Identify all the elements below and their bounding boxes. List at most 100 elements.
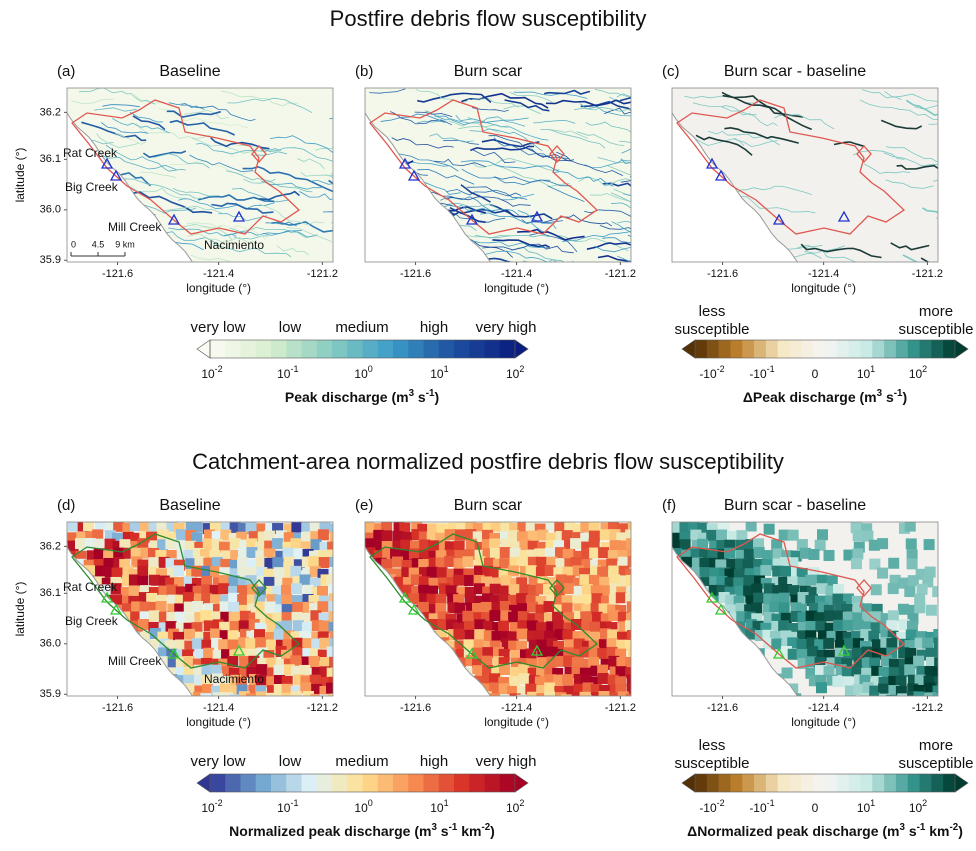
catchment — [149, 575, 160, 586]
tick-base: 10 — [277, 367, 291, 381]
y-axis-label: latitude (°) — [13, 148, 27, 203]
map-body — [363, 520, 639, 721]
colorbar-step — [860, 340, 872, 358]
colorbar-tick-label: 102 — [909, 798, 927, 815]
catchment — [265, 601, 276, 612]
map-body — [363, 88, 711, 287]
colorbar-step — [363, 340, 379, 358]
colorbar-step — [778, 774, 790, 792]
catchment — [628, 647, 639, 658]
colorbar-step — [920, 774, 932, 792]
catchment — [329, 557, 340, 568]
colorbar-step — [317, 774, 333, 792]
lon-tick-label: -121.6 — [707, 268, 738, 280]
colorbar-step — [317, 340, 333, 358]
lat-tick-label: 36.0 — [40, 638, 61, 650]
label-part: s — [905, 823, 917, 839]
catchment — [173, 565, 184, 576]
catchment — [329, 583, 340, 594]
panel-title: Burn scar — [454, 497, 523, 514]
colorbar-tick-label: 102 — [506, 798, 524, 815]
colorbar-step — [469, 774, 485, 792]
catchment — [210, 628, 221, 639]
catchment — [626, 538, 637, 549]
colorbar-step — [439, 774, 455, 792]
tick-exp: -2 — [215, 364, 223, 374]
colorbar-step — [943, 340, 955, 358]
catchment — [869, 692, 880, 703]
tick-exp: 2 — [519, 798, 524, 808]
catchment — [256, 691, 267, 702]
colorbar-step — [439, 340, 455, 358]
catchment — [535, 630, 546, 641]
colorbar-step — [742, 340, 754, 358]
colorbar-step — [849, 340, 861, 358]
colorbar-step — [719, 340, 731, 358]
catchment — [490, 584, 501, 595]
tick-exp: 2 — [922, 364, 927, 374]
catchment — [527, 620, 538, 631]
catchment — [498, 621, 509, 632]
colorbar-step — [931, 774, 943, 792]
colorbar-step — [837, 340, 849, 358]
colorbar-category: low — [279, 319, 302, 336]
tick-base: 10 — [277, 801, 291, 815]
catchment — [562, 674, 573, 685]
catchment — [877, 538, 888, 549]
catchment — [779, 603, 790, 614]
catchment — [299, 665, 310, 676]
tick-base: 10 — [201, 367, 215, 381]
tick-base: 10 — [506, 801, 520, 815]
colorbar-step — [931, 340, 943, 358]
label-part: s — [882, 389, 894, 405]
tick-base: 10 — [430, 801, 444, 815]
catchment — [760, 565, 771, 576]
colorbar-tick-label: 10-2 — [201, 798, 222, 815]
catchment — [427, 567, 438, 578]
catchment — [807, 646, 818, 657]
colorbar-step — [943, 774, 955, 792]
colorbar-step — [347, 774, 363, 792]
tick-exp: 1 — [444, 364, 449, 374]
place-label: Nacimiento — [204, 672, 264, 686]
colorbar-tick-label: 10-1 — [277, 798, 298, 815]
colorbar-tick-label: 102 — [909, 364, 927, 381]
catchment — [200, 610, 211, 621]
tick-base: 0 — [812, 801, 819, 815]
colorbar-step — [225, 774, 241, 792]
colorbar-end — [955, 774, 968, 792]
label-part: ΔNormalized peak discharge (m — [687, 823, 899, 839]
colorbar-category: very high — [476, 319, 537, 336]
catchment — [570, 538, 581, 549]
colorbar-step — [849, 774, 861, 792]
panel-label: (f) — [662, 497, 676, 514]
lat-tick-label: 36.1 — [40, 153, 61, 165]
catchment — [555, 692, 566, 703]
catchment — [218, 583, 229, 594]
colorbar-end — [682, 340, 695, 358]
catchment — [833, 584, 844, 595]
map-body — [670, 88, 976, 287]
colorbar-tick-label: 101 — [430, 798, 448, 815]
catchment — [129, 585, 140, 596]
colorbar-step — [908, 340, 920, 358]
catchment — [329, 611, 340, 622]
tick-exp: 1 — [870, 364, 875, 374]
colorbar-step — [766, 774, 778, 792]
rich-label: ΔNormalized peak discharge (m3​ s-1​ km-… — [687, 822, 963, 839]
colorbar-step — [271, 774, 287, 792]
colorbar-step — [241, 340, 257, 358]
colorbar-step — [210, 774, 226, 792]
x-axis-label: longitude (°) — [791, 281, 856, 295]
colorbar-tick-label: 10-1 — [277, 364, 298, 381]
catchment — [888, 583, 899, 594]
catchment — [437, 567, 448, 578]
colorbar-step — [408, 340, 424, 358]
catchment — [228, 602, 239, 613]
catchment — [626, 575, 637, 586]
catchment — [907, 558, 918, 569]
tick-base: 10 — [909, 367, 923, 381]
colorbar-step — [872, 774, 884, 792]
catchment — [203, 648, 214, 659]
catchment — [272, 557, 283, 568]
